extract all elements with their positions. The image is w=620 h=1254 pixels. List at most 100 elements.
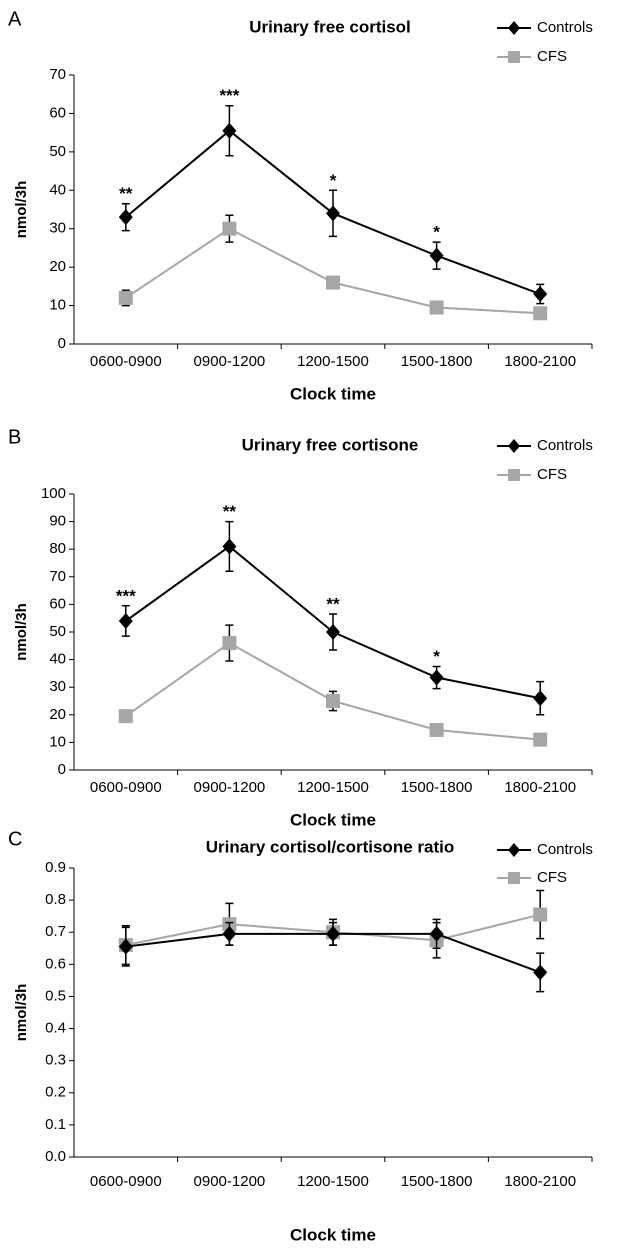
legend-label: Controls: [537, 437, 593, 454]
y-tick-label: 90: [49, 513, 66, 530]
marker: [222, 636, 237, 651]
y-tick-label: 0.7: [45, 923, 66, 940]
marker: [533, 306, 548, 321]
marker: [533, 964, 548, 981]
y-tick-label: 0: [58, 761, 66, 778]
y-tick-label: 60: [49, 595, 66, 612]
y-tick-label: 0.6: [45, 955, 66, 972]
marker: [118, 612, 133, 629]
marker: [533, 732, 548, 747]
legend-label: Controls: [537, 19, 593, 36]
y-tick-label: 50: [49, 143, 66, 160]
x-tick-label: 0600-0900: [90, 353, 162, 370]
marker: [118, 709, 133, 724]
legend-marker: [508, 843, 520, 857]
marker: [326, 925, 340, 942]
panel-label: B: [8, 426, 21, 448]
x-tick-label: 0900-1200: [194, 1173, 266, 1190]
marker: [326, 694, 340, 708]
y-tick-label: 20: [49, 258, 66, 275]
y-tick-label: 0.2: [45, 1084, 66, 1101]
y-axis-title: nmol/3h: [13, 984, 30, 1042]
x-tick-label: 1200-1500: [297, 1173, 369, 1190]
x-tick-label: 0900-1200: [194, 779, 266, 796]
x-tick-label: 1500-1800: [401, 1173, 473, 1190]
marker: [429, 669, 444, 686]
x-tick-label: 0600-0900: [90, 1173, 162, 1190]
significance-label: **: [326, 595, 340, 614]
x-axis-title: Clock time: [290, 1225, 376, 1244]
marker: [118, 938, 133, 955]
marker: [222, 221, 237, 236]
marker: [326, 624, 340, 640]
y-tick-label: 10: [49, 297, 66, 314]
x-tick-label: 1500-1800: [401, 353, 473, 370]
y-tick-label: 40: [49, 181, 66, 198]
marker: [222, 925, 237, 942]
y-tick-label: 0.4: [45, 1020, 66, 1037]
y-tick-label: 50: [49, 623, 66, 640]
significance-label: **: [119, 184, 133, 203]
y-tick-label: 0: [58, 335, 66, 352]
y-tick-label: 0.5: [45, 987, 66, 1004]
legend-marker: [508, 439, 520, 453]
marker: [533, 286, 548, 303]
legend-marker: [508, 21, 520, 35]
legend-marker: [508, 51, 520, 63]
panel-label: C: [8, 828, 22, 850]
y-tick-label: 20: [49, 706, 66, 723]
y-tick-label: 0.8: [45, 891, 66, 908]
legend-marker: [508, 872, 520, 884]
y-tick-label: 40: [49, 651, 66, 668]
legend-label: CFS: [537, 869, 567, 886]
y-tick-label: 60: [49, 104, 66, 121]
marker: [429, 247, 444, 264]
marker: [222, 122, 237, 139]
x-axis-title: Clock time: [290, 810, 376, 829]
panel-label: A: [8, 8, 22, 30]
x-tick-label: 1800-2100: [504, 1173, 576, 1190]
significance-label: ***: [219, 86, 239, 105]
x-tick-label: 1200-1500: [297, 353, 369, 370]
chart-title: Urinary free cortisol: [249, 17, 411, 36]
y-tick-label: 100: [41, 485, 66, 502]
y-tick-label: 0.3: [45, 1052, 66, 1069]
x-tick-label: 1500-1800: [401, 779, 473, 796]
legend-marker: [508, 469, 520, 481]
y-tick-label: 0.9: [45, 859, 66, 876]
y-tick-label: 70: [49, 568, 66, 585]
y-tick-label: 30: [49, 220, 66, 237]
x-axis-title: Clock time: [290, 384, 376, 403]
legend-label: CFS: [537, 48, 567, 65]
y-axis-title: nmol/3h: [13, 181, 30, 239]
y-tick-label: 0.1: [45, 1116, 66, 1133]
marker: [429, 300, 444, 315]
x-tick-label: 0600-0900: [90, 779, 162, 796]
chart-title: Urinary cortisol/cortisone ratio: [206, 837, 454, 856]
significance-label: *: [433, 647, 440, 666]
x-tick-label: 1800-2100: [504, 779, 576, 796]
significance-label: *: [330, 171, 337, 190]
marker: [429, 925, 444, 942]
y-tick-label: 10: [49, 733, 66, 750]
significance-label: **: [223, 502, 237, 521]
marker: [222, 538, 237, 555]
marker: [533, 690, 548, 707]
marker: [326, 205, 340, 222]
x-tick-label: 1200-1500: [297, 779, 369, 796]
legend-label: CFS: [537, 466, 567, 483]
chart-title: Urinary free cortisone: [242, 435, 419, 454]
y-tick-label: 70: [49, 66, 66, 83]
marker: [118, 290, 133, 305]
x-tick-label: 0900-1200: [194, 353, 266, 370]
y-tick-label: 30: [49, 678, 66, 695]
significance-label: *: [433, 223, 440, 242]
y-axis-title: nmol/3h: [13, 603, 30, 661]
y-tick-label: 80: [49, 540, 66, 557]
x-tick-label: 1800-2100: [504, 353, 576, 370]
marker: [118, 209, 133, 226]
marker: [326, 275, 340, 290]
marker: [429, 722, 444, 737]
